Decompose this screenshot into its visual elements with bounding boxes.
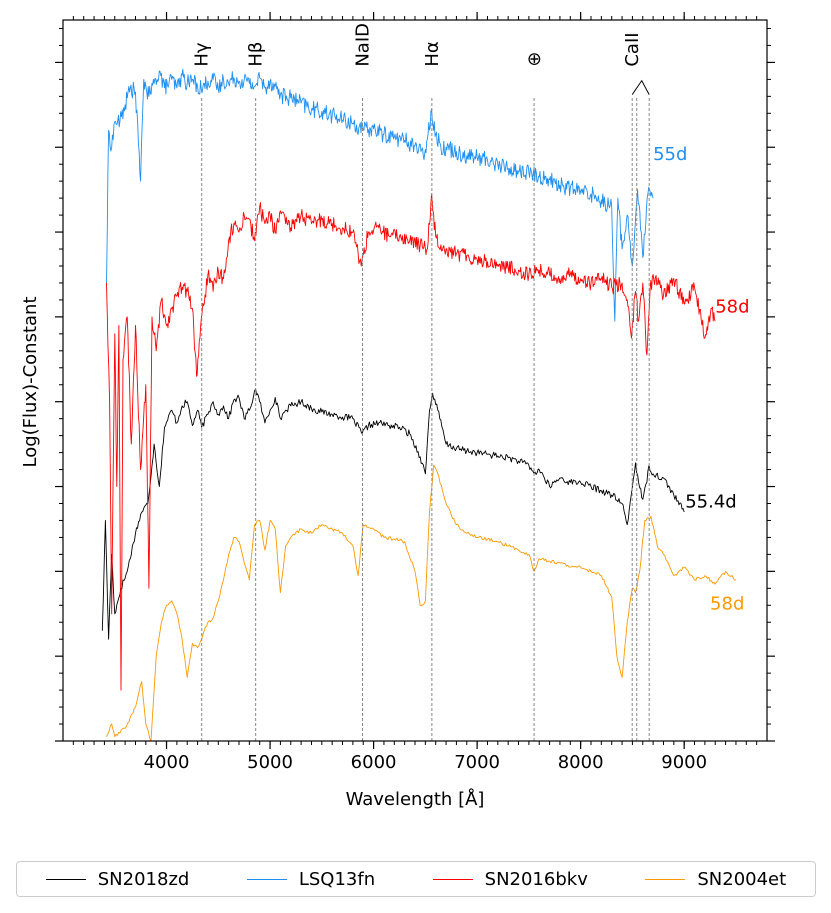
marker-label-3: NaID bbox=[353, 23, 374, 67]
legend-label-sn2016bkv: SN2016bkv bbox=[484, 868, 588, 890]
caii-bracket bbox=[631, 79, 650, 95]
legend-item-lsq13fn: LSQ13fn bbox=[246, 868, 376, 890]
spectrum-sn2018zd bbox=[101, 388, 685, 640]
x-tick-label: 9000 bbox=[661, 752, 707, 773]
axes: 4000 5000 6000 7000 8000 9000 bbox=[55, 12, 775, 773]
x-tick-label: 8000 bbox=[558, 752, 604, 773]
x-tick-label: 6000 bbox=[351, 752, 397, 773]
spectrum-sn2004et bbox=[106, 464, 737, 742]
spectra-lines bbox=[101, 68, 737, 742]
legend-item-sn2004et: SN2004et bbox=[645, 869, 786, 890]
marker-label-5: ⊕ bbox=[524, 52, 545, 67]
legend-item-sn2018zd: SN2018zd bbox=[45, 868, 190, 890]
spectrum-lsq13fn bbox=[106, 68, 654, 322]
marker-label-6: CaII bbox=[622, 32, 643, 66]
epoch-label-sn2016bkv: 58d bbox=[715, 297, 749, 318]
x-tick-label: 5000 bbox=[247, 752, 293, 773]
x-axis-label: Wavelength [Å] bbox=[346, 788, 485, 810]
epoch-labels: 55.4d 55d 58d 58d bbox=[653, 144, 749, 615]
legend-label-sn2018zd: SN2018zd bbox=[97, 868, 190, 890]
legend-swatch-sn2018zd bbox=[45, 878, 86, 880]
marker-label-2: Hβ bbox=[246, 42, 267, 67]
y-axis-label: Log(Flux)-Constant bbox=[20, 296, 41, 467]
spectrum-sn2016bkv bbox=[106, 193, 716, 691]
legend-item-sn2016bkv: SN2016bkv bbox=[432, 868, 588, 890]
epoch-label-lsq13fn: 55d bbox=[653, 144, 687, 165]
x-tick-label: 4000 bbox=[144, 752, 190, 773]
epoch-label-sn2018zd: 55.4d bbox=[685, 492, 737, 513]
legend-swatch-lsq13fn bbox=[246, 878, 287, 880]
line-markers: Hγ Hβ NaID Hα ⊕ CaII bbox=[192, 23, 650, 741]
marker-label-4: Hα bbox=[422, 41, 443, 66]
legend-label-lsq13fn: LSQ13fn bbox=[298, 868, 376, 890]
legend-label-sn2004et: SN2004et bbox=[697, 868, 787, 890]
spectra-chart: Hγ Hβ NaID Hα ⊕ CaII 55.4d 55d 58d 58d 4000 5000 6… bbox=[20, 12, 775, 810]
legend: SN2018zd LSQ13fn SN2016bkv SN2004et bbox=[16, 861, 816, 897]
legend-swatch-sn2004et bbox=[645, 878, 686, 880]
epoch-label-sn2004et: 58d bbox=[710, 594, 744, 615]
plot-frame bbox=[62, 19, 768, 742]
legend-swatch-sn2016bkv bbox=[432, 878, 473, 880]
x-tick-label: 7000 bbox=[454, 752, 500, 773]
marker-label-1: Hγ bbox=[192, 42, 213, 67]
